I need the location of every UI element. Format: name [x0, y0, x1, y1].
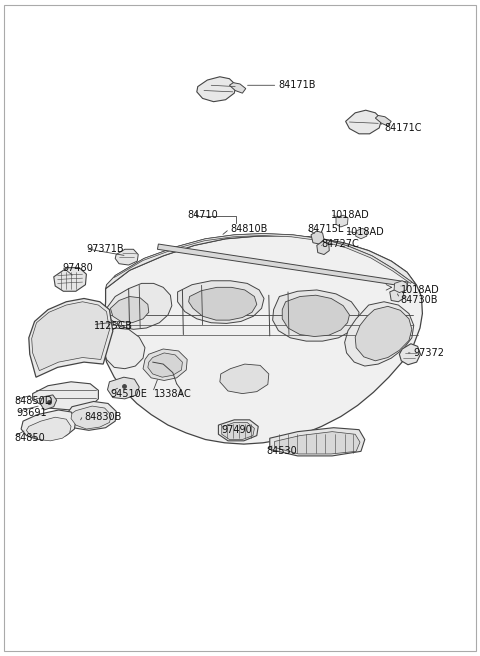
Polygon shape	[229, 83, 246, 93]
Polygon shape	[54, 268, 86, 291]
Polygon shape	[189, 287, 257, 320]
Text: 84727C: 84727C	[322, 239, 360, 249]
Polygon shape	[29, 298, 113, 377]
Polygon shape	[270, 428, 365, 456]
Polygon shape	[222, 422, 254, 440]
Polygon shape	[148, 353, 182, 377]
Text: 84710: 84710	[187, 210, 218, 220]
Text: 1125GB: 1125GB	[94, 321, 132, 331]
Polygon shape	[71, 406, 111, 429]
Text: 97480: 97480	[62, 262, 93, 273]
Text: 1018AD: 1018AD	[331, 210, 370, 220]
Polygon shape	[103, 236, 422, 444]
Polygon shape	[311, 231, 324, 244]
Polygon shape	[33, 382, 98, 410]
Polygon shape	[356, 228, 367, 239]
Polygon shape	[157, 244, 408, 287]
Polygon shape	[273, 290, 359, 341]
Text: 1018AD: 1018AD	[346, 227, 384, 237]
Polygon shape	[115, 249, 138, 265]
Polygon shape	[104, 328, 145, 369]
Polygon shape	[390, 289, 404, 302]
Text: 84171B: 84171B	[278, 80, 316, 91]
Polygon shape	[218, 420, 258, 441]
Polygon shape	[394, 281, 407, 293]
Text: 94510E: 94510E	[110, 388, 147, 399]
Polygon shape	[107, 283, 172, 329]
Polygon shape	[282, 295, 349, 337]
Polygon shape	[399, 344, 420, 365]
Text: 97490: 97490	[222, 425, 252, 436]
Text: 97372: 97372	[414, 348, 445, 358]
Polygon shape	[336, 215, 348, 227]
Polygon shape	[355, 306, 412, 361]
Text: 84715L: 84715L	[307, 224, 344, 234]
Text: 84850D: 84850D	[14, 396, 53, 407]
Polygon shape	[143, 349, 187, 380]
Polygon shape	[220, 364, 269, 394]
Text: 1338AC: 1338AC	[154, 388, 192, 399]
Polygon shape	[32, 302, 109, 371]
Polygon shape	[26, 417, 71, 441]
Text: 84730B: 84730B	[401, 295, 438, 305]
Polygon shape	[375, 115, 391, 126]
Text: 93691: 93691	[17, 408, 48, 419]
Text: 84171C: 84171C	[384, 123, 421, 133]
Text: 84850: 84850	[14, 433, 45, 443]
Polygon shape	[108, 377, 139, 399]
Text: 84830B: 84830B	[84, 411, 121, 422]
Polygon shape	[21, 410, 76, 440]
Text: 84530: 84530	[266, 445, 297, 456]
Polygon shape	[106, 234, 417, 289]
Polygon shape	[178, 281, 264, 323]
Text: 97371B: 97371B	[86, 243, 124, 254]
Polygon shape	[346, 110, 382, 134]
Text: 84810B: 84810B	[230, 224, 268, 234]
Polygon shape	[40, 395, 57, 410]
Polygon shape	[114, 234, 412, 283]
Polygon shape	[345, 302, 414, 366]
Polygon shape	[275, 432, 360, 454]
Polygon shape	[110, 297, 149, 323]
Polygon shape	[66, 401, 116, 430]
Polygon shape	[197, 77, 236, 102]
Polygon shape	[317, 241, 329, 255]
Text: 1018AD: 1018AD	[401, 285, 440, 295]
